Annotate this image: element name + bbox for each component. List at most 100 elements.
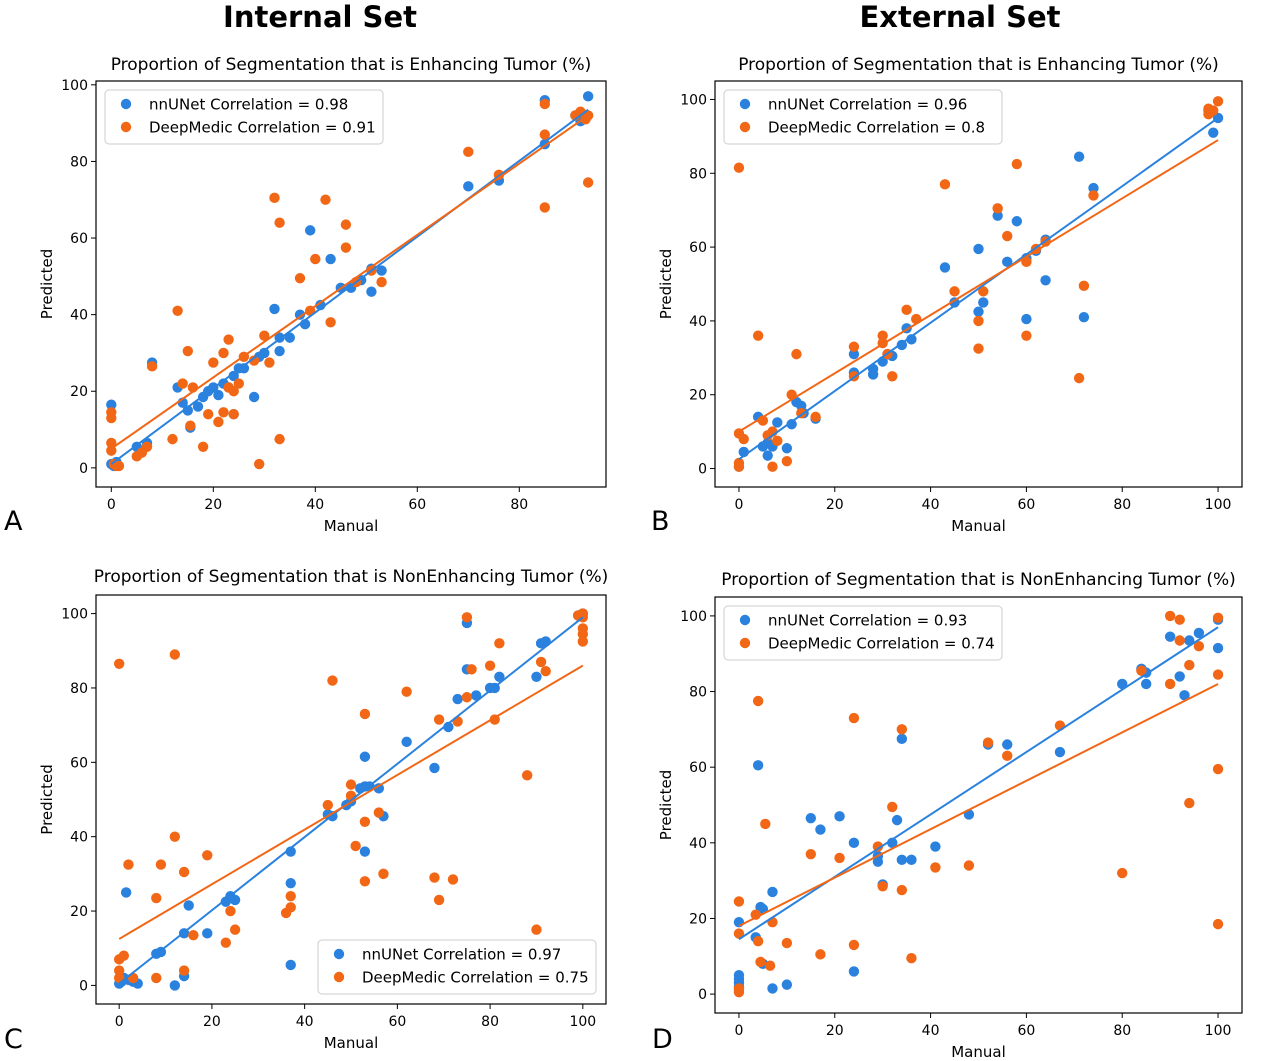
chart-2-x-tick-label: 40 <box>296 1014 314 1030</box>
chart-0-series-1-point <box>539 129 550 140</box>
chart-3-series-1-point <box>887 801 898 813</box>
chart-1-series-0-point <box>786 419 797 430</box>
chart-1-legend-box <box>723 89 1003 145</box>
chart-2-series-1-point <box>359 708 371 720</box>
chart-1-series-1-point <box>772 435 783 447</box>
chart-0-series-1-point <box>320 194 331 205</box>
chart-2-series-1-point <box>521 770 533 781</box>
chart-3-series-1-point <box>1117 867 1128 879</box>
chart-1-x-tick-label: 60 <box>1017 497 1035 513</box>
chart-0-series-1-point <box>254 458 265 470</box>
chart-2-legend-label-0: nnUNet Correlation = 0.97 <box>362 946 561 964</box>
chart-0-series-1-point <box>218 347 229 359</box>
chart-1-series-1-point <box>733 461 745 472</box>
chart-1-series-0-point <box>906 334 917 345</box>
chart-2-y-axis-label: Predicted <box>38 764 56 834</box>
chart-2-series-1-point <box>345 779 357 790</box>
chart-3-series-1-point <box>1136 665 1147 676</box>
chart-0-series-1-point <box>177 378 188 389</box>
chart-2-series-1-point <box>401 686 412 697</box>
chart-0-y-tick-label: 60 <box>70 231 88 247</box>
chart-2-series-1-point <box>188 930 199 941</box>
chart-2-series-1-point <box>113 965 125 976</box>
chart-2-x-axis-label: Manual <box>324 1034 379 1052</box>
chart-3-series-0-point <box>805 813 817 824</box>
chart-3-series-1-point <box>906 952 917 964</box>
chart-3-series-0-point <box>1002 739 1013 750</box>
chart-0-series-1-point <box>106 437 117 449</box>
chart-0-legend-marker-0 <box>120 98 132 110</box>
chart-2-series-1-point <box>178 866 190 878</box>
internal-set-header: Internal Set <box>223 0 417 34</box>
chart-0-y-axis-label: Predicted <box>38 249 56 319</box>
chart-3-series-1-point <box>1212 763 1224 775</box>
chart-3-series-1-point <box>764 960 776 971</box>
chart-3-x-tick-label: 20 <box>826 1023 844 1039</box>
chart-3-y-tick-label: 60 <box>689 760 707 776</box>
chart-1-series-1-point <box>781 455 793 467</box>
chart-2-series-0-point <box>401 736 412 748</box>
chart-2-x-tick-label: 60 <box>388 1014 406 1030</box>
chart-0-title: Proportion of Segmentation that is Enhan… <box>111 55 592 75</box>
chart-2-series-1-point <box>151 892 162 904</box>
chart-1-series-1-point <box>738 433 749 445</box>
chart-2-series-1-point <box>484 660 496 671</box>
chart-1-series-1-point <box>939 179 951 190</box>
chart-0-x-tick-label: 40 <box>306 497 324 513</box>
chart-2-series-1-point <box>447 874 459 885</box>
chart-3-series-1-point <box>805 848 817 860</box>
chart-1-series-1-point <box>1011 158 1023 170</box>
chart-0-series-1-point <box>228 409 239 420</box>
chart-0-series-1-point <box>172 305 183 317</box>
chart-3-x-tick-label: 100 <box>1205 1023 1232 1039</box>
chart-1-series-1-point <box>733 162 745 173</box>
chart-0-series-0-point <box>248 391 260 403</box>
chart-1-series-0-point <box>867 369 879 380</box>
chart-3-series-0-point <box>1054 746 1066 758</box>
chart-3-legend-label-0: nnUNet Correlation = 0.93 <box>768 612 967 630</box>
chart-1-y-tick-label: 60 <box>689 240 707 256</box>
chart-0-series-0-point <box>463 181 474 192</box>
chart-0-series-1-point <box>340 219 352 230</box>
chart-0-legend-label-0: nnUNet Correlation = 0.98 <box>149 96 348 114</box>
chart-2-series-0-point <box>285 959 296 971</box>
chart-1-series-1-fit-line <box>738 139 1219 433</box>
chart-3-x-tick-label: 40 <box>922 1023 940 1039</box>
chart-2-series-0-point <box>452 693 463 705</box>
chart-3-series-1-point <box>848 712 860 724</box>
chart-1-legend-marker-1 <box>739 121 751 133</box>
chart-3-series-0-point <box>930 841 941 852</box>
chart-3-y-tick-label: 0 <box>698 987 707 1003</box>
chart-2-series-1-point <box>285 902 296 913</box>
chart-3-series-1-point <box>896 724 908 735</box>
chart-2-series-1-point <box>113 658 125 669</box>
chart-3-series-0-point <box>1164 631 1176 642</box>
chart-2-series-1-point <box>285 890 296 902</box>
chart-1-series-0-point <box>781 443 793 454</box>
chart-0-series-1-point <box>264 357 275 368</box>
chart-2-series-1-point <box>540 666 551 677</box>
chart-1-x-tick-label: 20 <box>826 497 844 513</box>
chart-3-series-1-point <box>963 860 975 871</box>
panel-letter-c: C <box>4 1024 23 1055</box>
chart-3-y-tick-label: 80 <box>689 685 707 701</box>
chart-2-series-1-point <box>178 965 190 976</box>
chart-0-series-0-point <box>325 253 336 265</box>
chart-3-series-1-point <box>781 937 793 949</box>
chart-1-series-1-point <box>767 461 778 472</box>
chart-0-series-1-point <box>539 98 550 110</box>
chart-1-y-tick-label: 100 <box>680 92 707 108</box>
chart-1-series-0-point <box>1073 151 1085 162</box>
chart-0-series-1-point <box>325 317 336 328</box>
chart-1-y-tick-label: 20 <box>689 388 707 404</box>
chart-1-series-1-point <box>949 286 960 297</box>
chart-2-series-1-point <box>169 649 181 660</box>
chart-3-series-0-point <box>834 811 845 822</box>
chart-2-y-tick-label: 20 <box>70 904 88 920</box>
chart-3-series-1-point <box>982 737 994 748</box>
chart-3-y-tick-label: 20 <box>689 911 707 927</box>
chart-2-y-tick-label: 100 <box>61 607 88 623</box>
panel-letter-a: A <box>4 506 23 537</box>
chart-3-series-1-point <box>1193 640 1205 652</box>
chart-0-x-tick-label: 20 <box>204 497 222 513</box>
